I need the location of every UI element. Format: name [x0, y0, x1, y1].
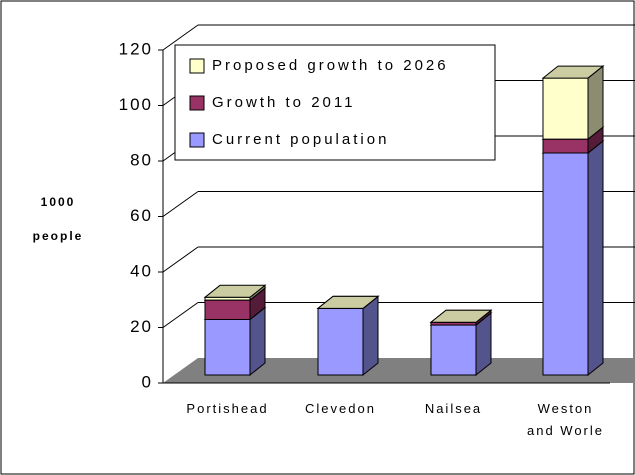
- bar-segment: [203, 306, 267, 377]
- bar-front: [430, 324, 477, 376]
- legend-swatch: [189, 95, 205, 111]
- legend-swatch: [189, 132, 205, 148]
- y-tick-label: 80: [130, 150, 153, 169]
- bar-top: [203, 284, 267, 298]
- bar-segment: [203, 284, 267, 302]
- bar-front: [542, 138, 589, 154]
- floor: [163, 358, 635, 383]
- bar-front: [542, 77, 589, 140]
- legend-label: Growth to 2011: [212, 94, 355, 111]
- x-tick-label: Nailsea: [424, 401, 483, 416]
- bar-side: [587, 139, 604, 377]
- bar-segment: [541, 65, 605, 141]
- grid-line: [162, 24, 199, 51]
- legend-box: [174, 44, 496, 161]
- legend-label: Proposed growth to 2026: [212, 57, 449, 74]
- bar-top: [429, 309, 493, 323]
- bar-front: [542, 152, 589, 376]
- bar-front: [317, 307, 364, 376]
- bar-front: [204, 319, 251, 376]
- legend-swatch: [189, 58, 205, 74]
- grid-line: [162, 246, 199, 273]
- bar-segment: [541, 139, 605, 377]
- y-tick-label: 120: [119, 39, 153, 58]
- x-tick-label: Portishead: [186, 401, 269, 416]
- x-tick-label: Weston and Worle: [526, 401, 604, 438]
- y-tick-label: 100: [119, 95, 153, 114]
- legend-label: Current population: [212, 131, 389, 148]
- y-tick-label: 60: [130, 206, 153, 225]
- bar-top: [541, 65, 605, 79]
- bar-top: [316, 295, 380, 309]
- y-tick-label: 40: [130, 261, 153, 280]
- bar-side: [362, 295, 379, 377]
- bar-side: [587, 65, 604, 141]
- y-label: 1000: [41, 195, 76, 209]
- bar-segment: [429, 309, 493, 323]
- y-label: people: [33, 229, 84, 243]
- y-tick-label: 20: [130, 317, 153, 336]
- grid-line: [162, 191, 199, 217]
- grid-line: [162, 302, 199, 328]
- x-tick-label: Clevedon: [305, 401, 376, 416]
- bar-front: [204, 299, 251, 321]
- bar-segment: [316, 295, 380, 309]
- y-tick-label: 0: [142, 372, 153, 391]
